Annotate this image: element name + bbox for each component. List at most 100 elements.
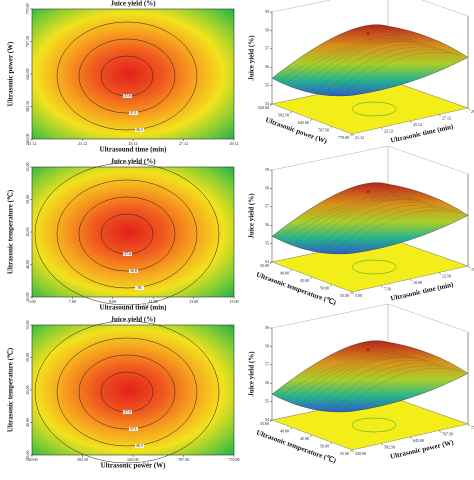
y-tick: [380, 127, 384, 130]
chart-title: Juice yield (%): [110, 316, 156, 324]
x-tick-label: 21.12: [28, 141, 37, 146]
z-tick-label: 57: [265, 204, 269, 209]
contour-label-box: [135, 128, 144, 132]
y-tick-label: 770.00: [25, 4, 30, 15]
z-tick-label: 54: [265, 259, 269, 264]
x-tick-label: 5.00: [29, 299, 36, 304]
x-tick-label: 520.00: [258, 105, 269, 110]
y-axis-label: Ultrasonic time (min): [390, 280, 455, 302]
x-axis-label: Ultrasound time (min): [100, 304, 168, 312]
y-axis-label: Ultrasonic temperature (℃): [7, 347, 15, 432]
optimum-point: [366, 348, 370, 352]
x-tick-label: 25.12: [129, 141, 138, 146]
contour-label: 57.9: [124, 410, 130, 414]
contour-line: [56, 21, 198, 131]
contour-label-box: [123, 252, 132, 256]
y-tick-label: 707.50: [442, 431, 453, 436]
x-tick: [289, 269, 293, 272]
x-tick-label: 45.00: [300, 436, 309, 441]
y-tick-label: 12.50: [442, 273, 451, 278]
x-tick-label: 40.00: [280, 428, 289, 433]
x-tick: [269, 261, 273, 265]
z-tick-label: 55: [265, 83, 269, 88]
mesh-line: [303, 198, 421, 244]
y-tick: [467, 265, 471, 269]
y-tick: [467, 423, 471, 427]
contour-field: [31, 166, 235, 298]
y-tick: [351, 291, 355, 295]
y-tick-label: 40.00: [25, 260, 30, 269]
contour-label: 57.9: [124, 94, 130, 98]
contour-label: 57.1: [130, 111, 136, 115]
x-tick-label: 50.00: [320, 443, 329, 448]
z-tick-label: 57: [265, 46, 269, 51]
y-tick-label: 7.50: [384, 286, 391, 291]
z-tick-label: 57: [265, 362, 269, 367]
x-tick: [309, 118, 313, 122]
contour-label-box: [141, 303, 150, 307]
y-tick: [351, 133, 355, 137]
mesh-line: [279, 34, 397, 81]
contour-label-box: [141, 461, 150, 465]
x-tick-label: 11.00: [149, 299, 158, 304]
x-tick: [329, 284, 333, 287]
x-tick: [349, 133, 353, 137]
x-tick: [329, 126, 333, 129]
y-tick: [351, 449, 355, 453]
contour-label: 56: [138, 286, 142, 290]
chart-title: Juice yield (%): [110, 158, 156, 166]
z-tick-label: 54: [265, 101, 269, 106]
y-tick-label: 15.00: [471, 267, 474, 272]
y-tick: [438, 272, 442, 275]
z-axis-label: Juice yield (%): [248, 35, 256, 81]
x-tick: [289, 111, 293, 114]
x-tick-label: 707.50: [318, 127, 329, 132]
x-tick-label: 770.00: [338, 135, 349, 140]
x-tick: [269, 419, 273, 423]
z-tick-label: 58: [265, 185, 269, 190]
x-tick-label: 35.00: [260, 421, 269, 426]
contour-label-box: [129, 269, 138, 273]
x-tick-label: 40.00: [280, 270, 289, 275]
contour-line: [78, 38, 176, 114]
z-tick-label: 59: [265, 325, 269, 330]
contour-line: [34, 162, 220, 306]
contour-line: [56, 337, 198, 447]
y-tick-label: 23.12: [384, 128, 393, 133]
x-tick-label: 9.00: [109, 299, 116, 304]
y-axis-label: Ultrasonic power (W): [7, 41, 15, 106]
mesh-line: [279, 350, 397, 397]
contour-label-box: [123, 94, 132, 98]
z-tick-label: 55: [265, 241, 269, 246]
y-tick-label: 35.00: [25, 293, 30, 302]
y-tick: [380, 285, 384, 288]
x-tick-label: 582.50: [278, 112, 289, 117]
x-axis-label: Ultrasonic power (W): [101, 462, 166, 470]
floor-contour: [351, 417, 397, 433]
y-tick-label: 582.50: [25, 101, 30, 112]
y-tick-label: 645.00: [25, 69, 30, 80]
x-tick-label: 27.12: [179, 141, 188, 146]
z-tick-label: 58: [265, 27, 269, 32]
x-tick-label: 15.00: [230, 299, 239, 304]
floor-contour: [351, 101, 397, 117]
contour-label-box: [129, 427, 138, 431]
z-tick-label: 59: [265, 9, 269, 14]
mesh-line: [295, 39, 413, 84]
y-tick-label: 10.00: [413, 280, 422, 285]
x-tick-label: 582.50: [77, 457, 88, 462]
z-axis-label: Juice yield (%): [248, 351, 256, 397]
contour-line: [56, 179, 198, 289]
x-tick-label: 29.12: [230, 141, 239, 146]
contour-label-box: [135, 444, 144, 448]
floor-contour: [351, 259, 397, 275]
contour-field: [31, 8, 235, 140]
y-tick-label: 520.00: [25, 134, 30, 145]
mesh-line: [295, 355, 413, 400]
y-tick-label: 582.50: [384, 444, 395, 449]
x-axis-label: Ultrasound time (min): [100, 146, 168, 154]
y-tick-label: 25.12: [413, 122, 422, 127]
y-tick-label: 27.12: [442, 115, 451, 120]
mesh-line: [279, 192, 397, 239]
